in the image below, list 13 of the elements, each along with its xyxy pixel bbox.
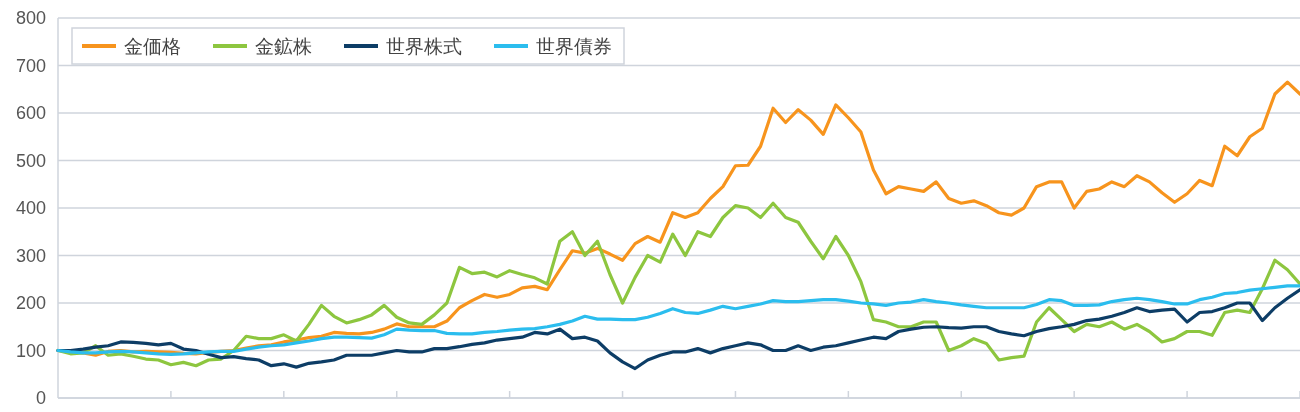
legend-label: 世界株式 xyxy=(386,36,462,57)
y-tick-label: 400 xyxy=(15,198,46,218)
y-tick-label: 700 xyxy=(15,55,46,76)
y-tick-label: 200 xyxy=(15,293,46,313)
legend-label: 金鉱株 xyxy=(255,36,312,57)
y-tick-label: 100 xyxy=(15,340,46,361)
legend-label: 世界債券 xyxy=(536,36,612,57)
y-tick-label: 500 xyxy=(15,150,46,171)
y-tick-label: 0 xyxy=(35,388,46,408)
y-tick-label: 300 xyxy=(15,245,46,266)
y-tick-label: 600 xyxy=(15,103,46,123)
y-tick-label: 800 xyxy=(15,8,46,28)
legend-label: 金価格 xyxy=(124,36,181,57)
